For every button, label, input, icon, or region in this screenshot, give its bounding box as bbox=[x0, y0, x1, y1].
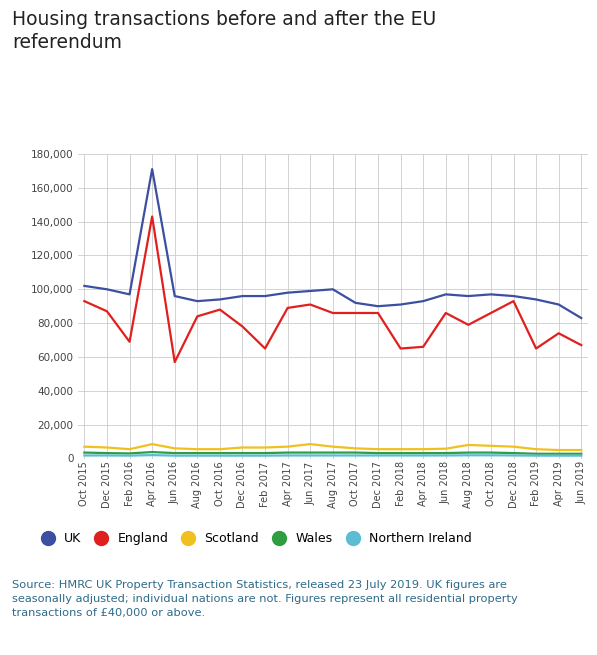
Legend: UK, England, Scotland, Wales, Northern Ireland: UK, England, Scotland, Wales, Northern I… bbox=[30, 527, 476, 550]
Text: Source: HMRC UK Property Transaction Statistics, released 23 July 2019. UK figur: Source: HMRC UK Property Transaction Sta… bbox=[12, 580, 518, 618]
Text: Housing transactions before and after the EU
referendum: Housing transactions before and after th… bbox=[12, 10, 436, 52]
